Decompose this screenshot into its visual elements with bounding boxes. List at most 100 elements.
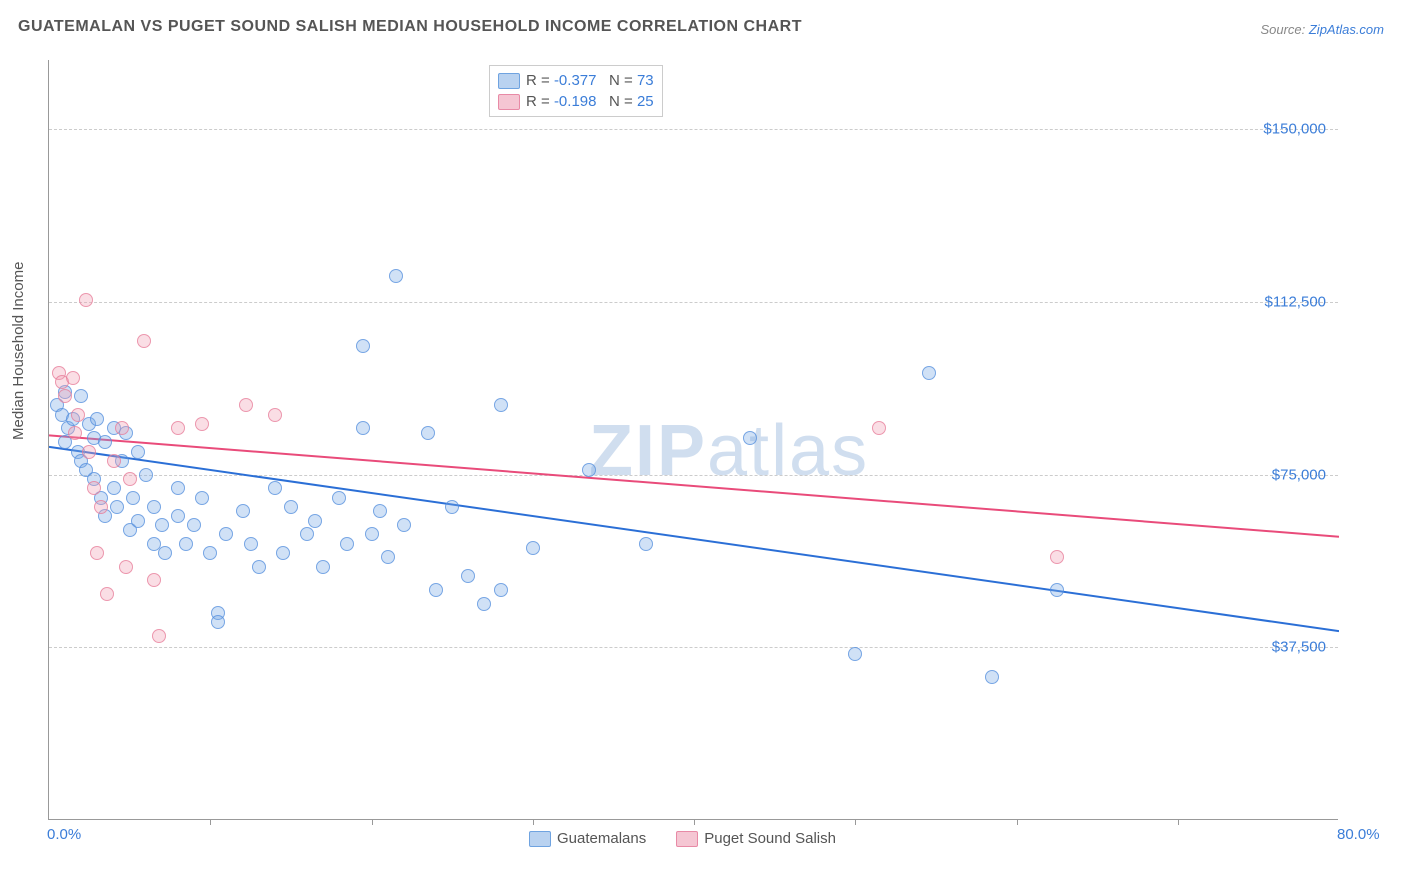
data-point	[98, 435, 112, 449]
data-point	[429, 583, 443, 597]
data-point	[100, 587, 114, 601]
x-minor-tick	[1178, 819, 1179, 825]
data-point	[848, 647, 862, 661]
source-link[interactable]: ZipAtlas.com	[1309, 22, 1384, 37]
data-point	[526, 541, 540, 555]
data-point	[131, 514, 145, 528]
data-point	[582, 463, 596, 477]
data-point	[171, 509, 185, 523]
legend-stats: R = -0.198 N = 25	[526, 93, 654, 110]
data-point	[137, 334, 151, 348]
legend-stats: R = -0.377 N = 73	[526, 72, 654, 89]
data-point	[211, 615, 225, 629]
legend-label: Puget Sound Salish	[704, 830, 836, 847]
y-tick-label: $75,000	[1272, 466, 1326, 483]
data-point	[381, 550, 395, 564]
data-point	[743, 431, 757, 445]
data-point	[68, 426, 82, 440]
x-minor-tick	[533, 819, 534, 825]
data-point	[90, 546, 104, 560]
data-point	[445, 500, 459, 514]
legend-swatch	[529, 831, 551, 847]
data-point	[332, 491, 346, 505]
data-point	[152, 629, 166, 643]
data-point	[179, 537, 193, 551]
x-minor-tick	[855, 819, 856, 825]
data-point	[147, 573, 161, 587]
chart-title: GUATEMALAN VS PUGET SOUND SALISH MEDIAN …	[18, 18, 802, 36]
data-point	[389, 269, 403, 283]
data-point	[110, 500, 124, 514]
gridline	[49, 129, 1338, 130]
gridline	[49, 647, 1338, 648]
x-minor-tick	[1017, 819, 1018, 825]
data-point	[239, 398, 253, 412]
scatter-chart: ZIPatlas R = -0.377 N = 73 R = -0.198 N =…	[48, 60, 1338, 820]
data-point	[340, 537, 354, 551]
data-point	[79, 293, 93, 307]
data-point	[373, 504, 387, 518]
data-point	[90, 412, 104, 426]
data-point	[1050, 550, 1064, 564]
watermark-text: ZIPatlas	[589, 410, 869, 492]
data-point	[139, 468, 153, 482]
data-point	[421, 426, 435, 440]
legend-item: Guatemalans	[529, 830, 646, 847]
data-point	[123, 472, 137, 486]
trend-lines	[49, 60, 1339, 820]
source-label: Source:	[1260, 22, 1308, 37]
data-point	[268, 481, 282, 495]
data-point	[494, 583, 508, 597]
data-point	[922, 366, 936, 380]
legend-label: Guatemalans	[557, 830, 646, 847]
y-tick-label: $37,500	[1272, 639, 1326, 656]
gridline	[49, 302, 1338, 303]
data-point	[494, 398, 508, 412]
gridline	[49, 475, 1338, 476]
data-point	[71, 408, 85, 422]
legend-row: R = -0.377 N = 73	[498, 70, 654, 91]
data-point	[356, 339, 370, 353]
data-point	[284, 500, 298, 514]
data-point	[187, 518, 201, 532]
data-point	[171, 481, 185, 495]
data-point	[872, 421, 886, 435]
data-point	[158, 546, 172, 560]
data-point	[115, 421, 129, 435]
data-point	[316, 560, 330, 574]
data-point	[1050, 583, 1064, 597]
data-point	[94, 500, 108, 514]
data-point	[58, 389, 72, 403]
data-point	[126, 491, 140, 505]
data-point	[107, 454, 121, 468]
x-tick-label: 80.0%	[1337, 826, 1380, 843]
x-tick-label: 0.0%	[47, 826, 81, 843]
y-axis-label: Median Household Income	[10, 262, 27, 440]
data-point	[397, 518, 411, 532]
data-point	[268, 408, 282, 422]
legend-swatch	[676, 831, 698, 847]
data-point	[74, 389, 88, 403]
y-tick-label: $150,000	[1263, 121, 1326, 138]
series-legend: Guatemalans Puget Sound Salish	[529, 830, 836, 847]
source-attribution: Source: ZipAtlas.com	[1260, 22, 1384, 37]
data-point	[276, 546, 290, 560]
data-point	[147, 500, 161, 514]
trend-line	[49, 435, 1339, 536]
data-point	[985, 670, 999, 684]
data-point	[119, 560, 133, 574]
data-point	[131, 445, 145, 459]
data-point	[66, 371, 80, 385]
x-minor-tick	[372, 819, 373, 825]
legend-row: R = -0.198 N = 25	[498, 91, 654, 112]
data-point	[365, 527, 379, 541]
x-minor-tick	[694, 819, 695, 825]
data-point	[82, 445, 96, 459]
y-tick-label: $112,500	[1265, 293, 1326, 310]
legend-swatch	[498, 73, 520, 89]
data-point	[639, 537, 653, 551]
x-minor-tick	[210, 819, 211, 825]
data-point	[236, 504, 250, 518]
legend-swatch	[498, 94, 520, 110]
data-point	[252, 560, 266, 574]
